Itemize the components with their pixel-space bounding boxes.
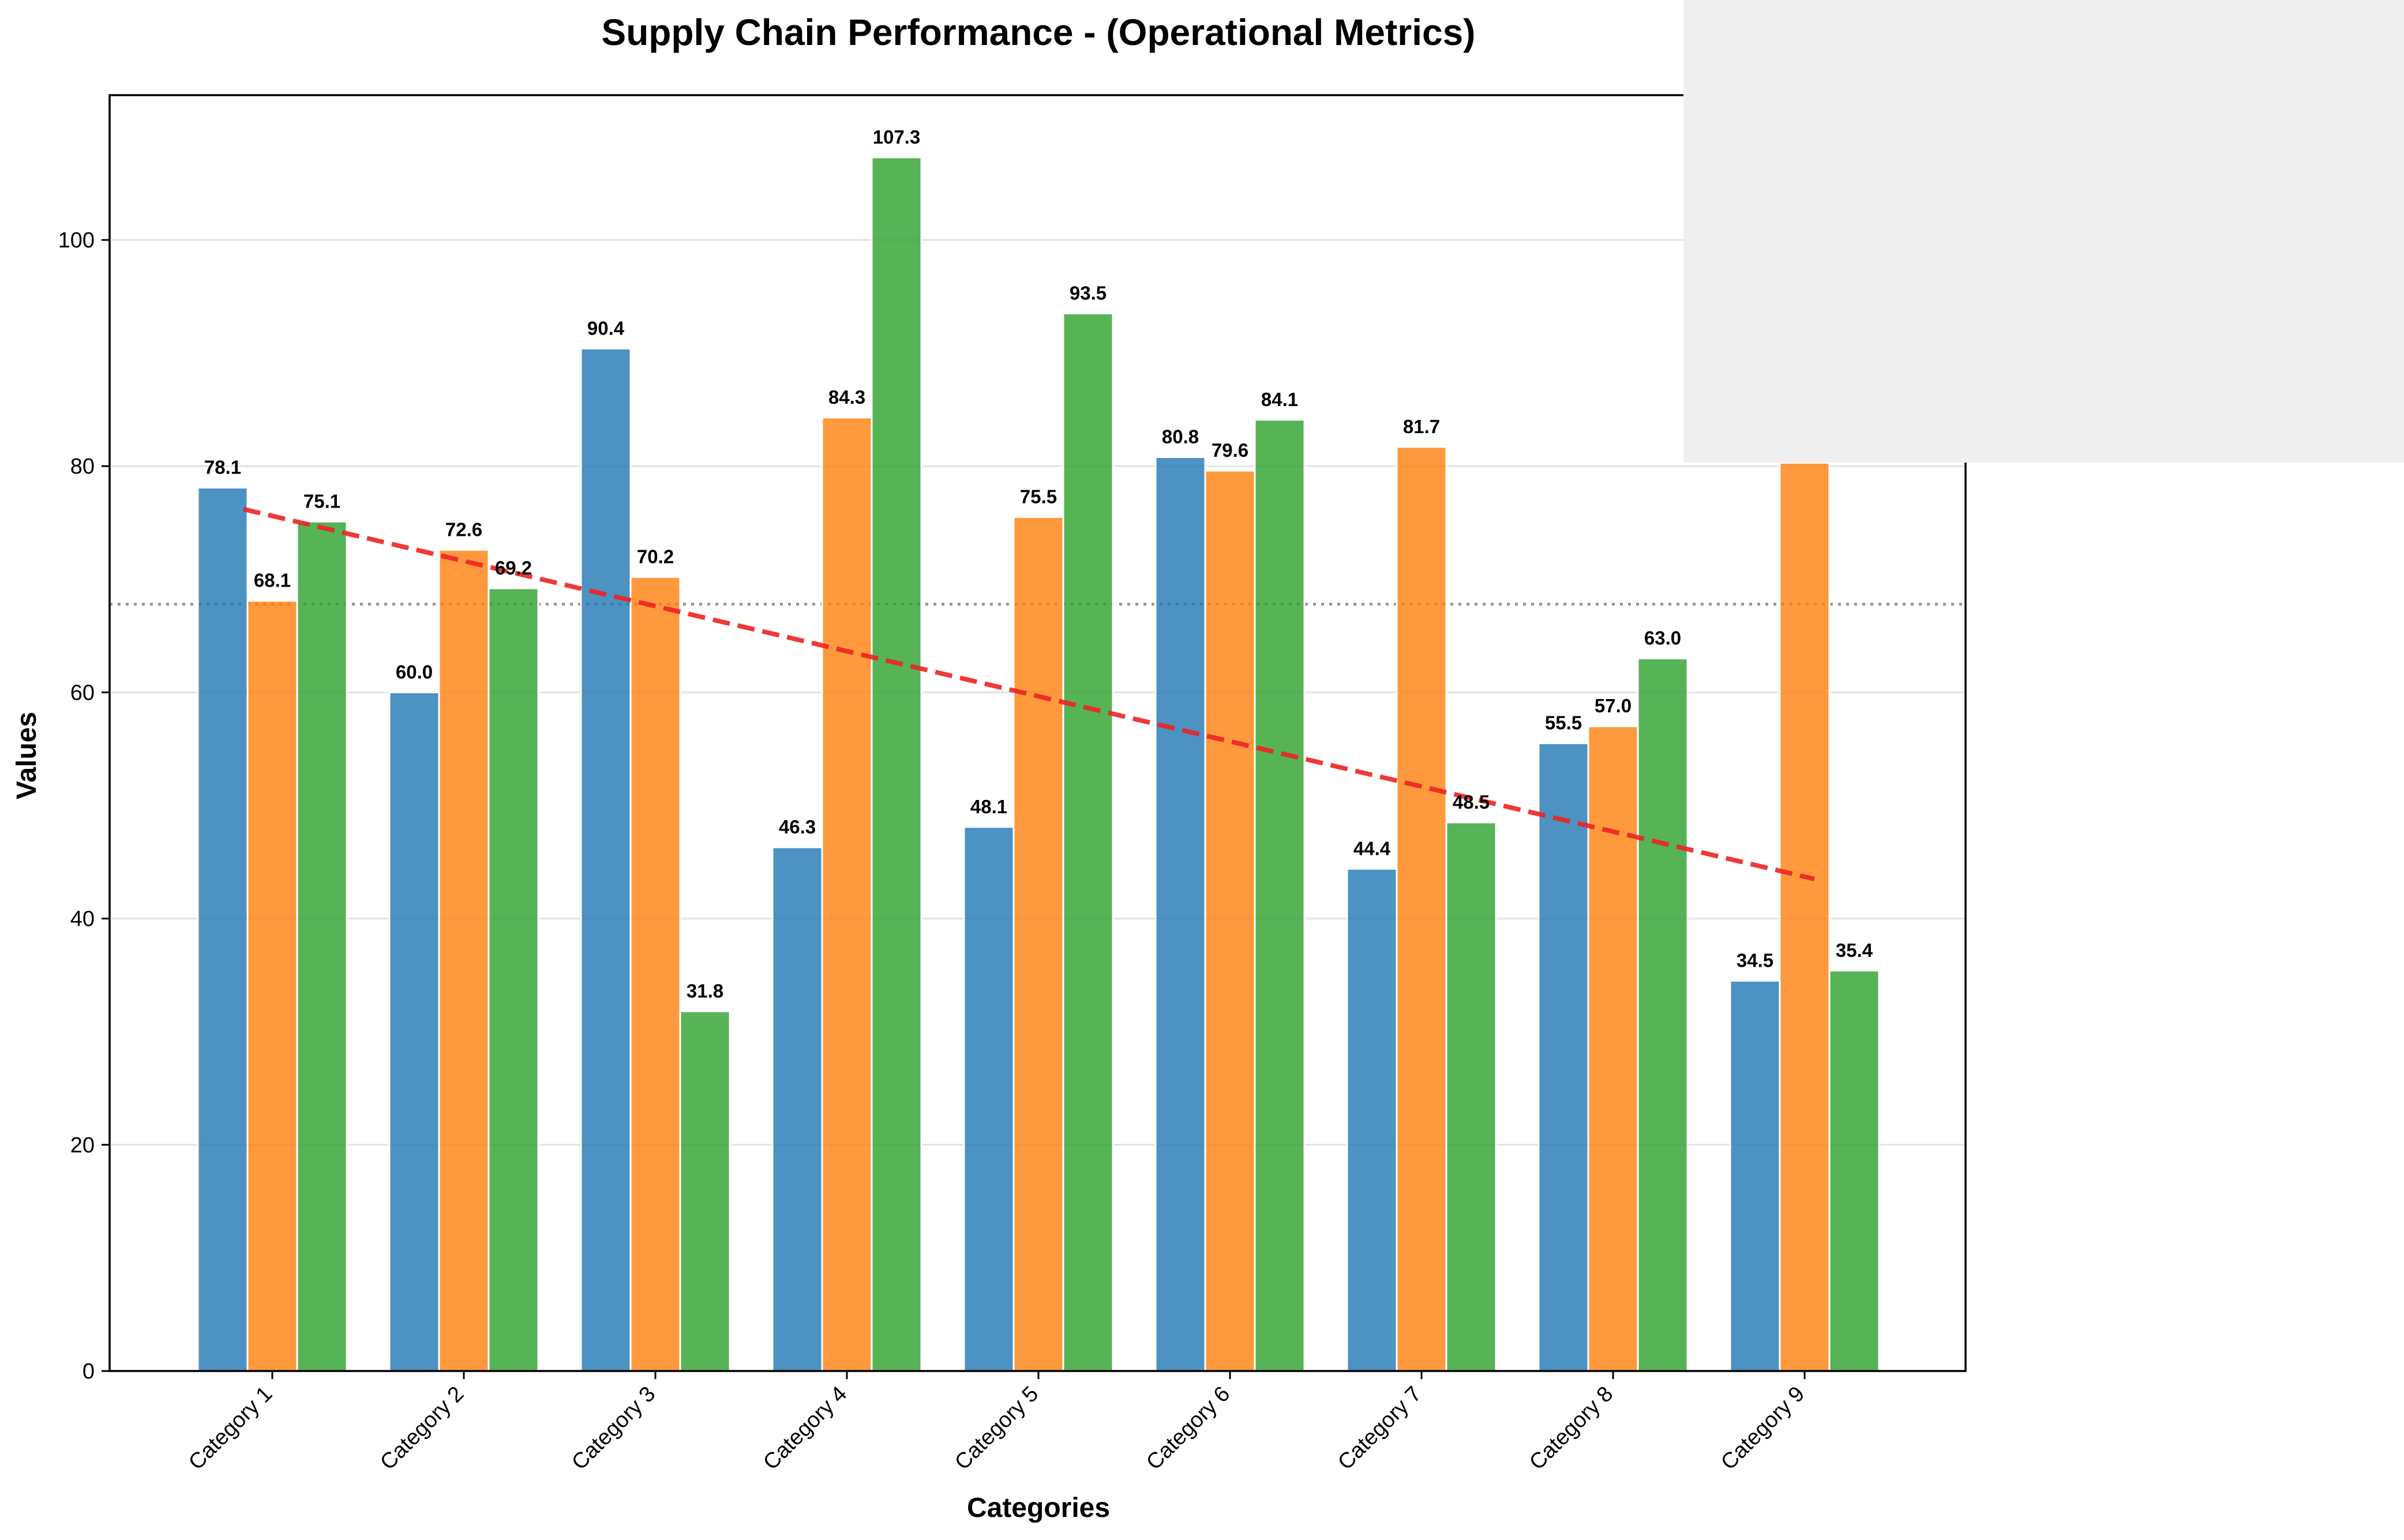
data-label: 44.4 bbox=[1353, 837, 1391, 859]
data-label: 48.5 bbox=[1453, 791, 1490, 813]
x-tick-label: Category 5 bbox=[950, 1382, 1043, 1475]
bar bbox=[1729, 979, 1781, 1372]
data-label: 84.1 bbox=[1261, 389, 1298, 410]
x-tick-label: Category 2 bbox=[376, 1382, 468, 1475]
bar bbox=[246, 600, 298, 1372]
data-label: 55.5 bbox=[1545, 712, 1582, 734]
data-label: 78.1 bbox=[204, 456, 241, 478]
data-label: 48.1 bbox=[970, 796, 1007, 817]
y-ticks: 0 20 40 60 80 100 bbox=[58, 228, 110, 1384]
data-label: 68.1 bbox=[254, 570, 291, 591]
bar bbox=[1012, 516, 1064, 1372]
bar bbox=[438, 549, 490, 1372]
bar bbox=[388, 691, 440, 1372]
data-label: 63.0 bbox=[1644, 628, 1681, 649]
data-label: 60.0 bbox=[396, 661, 433, 682]
bar bbox=[487, 587, 539, 1372]
data-label: 34.5 bbox=[1737, 949, 1773, 971]
bars bbox=[197, 156, 1880, 1372]
bar bbox=[1445, 821, 1497, 1372]
data-label: 80.8 bbox=[1162, 426, 1199, 448]
bar bbox=[771, 846, 823, 1372]
bar bbox=[1637, 658, 1689, 1372]
x-axis-label: Categories bbox=[967, 1493, 1110, 1523]
bar bbox=[296, 520, 348, 1372]
bar bbox=[1537, 742, 1589, 1372]
bar bbox=[1346, 867, 1398, 1372]
data-label: 35.4 bbox=[1836, 940, 1873, 961]
bar bbox=[1254, 419, 1306, 1372]
x-tick-label: Category 4 bbox=[759, 1382, 852, 1475]
bar bbox=[629, 576, 681, 1372]
trend-line bbox=[243, 506, 1815, 881]
bar bbox=[1779, 461, 1831, 1372]
x-tick-label: Category 7 bbox=[1333, 1382, 1426, 1475]
data-label: 75.5 bbox=[1020, 486, 1057, 507]
data-label: 70.2 bbox=[637, 546, 674, 567]
data-label: 81.7 bbox=[1403, 416, 1440, 437]
bar bbox=[1154, 456, 1206, 1372]
y-axis-label: Values bbox=[12, 712, 42, 799]
data-label: 69.2 bbox=[495, 557, 532, 579]
bar bbox=[1396, 446, 1447, 1372]
trend-line-group bbox=[243, 506, 1815, 881]
bar bbox=[963, 826, 1015, 1372]
data-label: 90.4 bbox=[587, 317, 625, 339]
overlay-panel bbox=[1683, 0, 2404, 463]
data-label: 79.6 bbox=[1212, 440, 1248, 461]
bar bbox=[1587, 725, 1639, 1372]
y-tick-label: 0 bbox=[82, 1359, 95, 1384]
bar bbox=[1204, 469, 1256, 1372]
x-tick-label: Category 1 bbox=[184, 1382, 277, 1475]
bar bbox=[871, 156, 922, 1372]
data-label: 31.8 bbox=[687, 980, 723, 1001]
x-tick-label: Category 8 bbox=[1525, 1382, 1618, 1475]
bar bbox=[197, 486, 249, 1372]
bar bbox=[1062, 312, 1114, 1372]
data-label: 57.0 bbox=[1595, 695, 1632, 716]
x-tick-label: Category 6 bbox=[1142, 1382, 1235, 1475]
data-label: 46.3 bbox=[779, 816, 816, 837]
bar bbox=[679, 1010, 731, 1372]
bar bbox=[1828, 970, 1880, 1372]
data-labels: 78.1 60.0 90.4 46.3 48.1 80.8 44.4 55.5 34.5 68.1… bbox=[204, 126, 1873, 1002]
data-label: 72.6 bbox=[445, 519, 482, 540]
y-tick-label: 100 bbox=[58, 228, 95, 253]
x-tick-label: Category 9 bbox=[1716, 1382, 1809, 1475]
data-label: 84.3 bbox=[828, 386, 865, 408]
bar bbox=[580, 347, 632, 1372]
x-tick-label: Category 3 bbox=[567, 1382, 660, 1475]
data-label: 93.5 bbox=[1070, 282, 1107, 303]
x-ticks: Category 1 Category 2 Category 3 Category 4… bbox=[184, 1371, 1809, 1475]
y-tick-label: 20 bbox=[70, 1133, 95, 1158]
y-tick-label: 80 bbox=[70, 455, 95, 479]
data-label: 107.3 bbox=[873, 126, 921, 148]
data-label: 75.1 bbox=[303, 490, 340, 512]
chart-title: Supply Chain Performance - (Operational … bbox=[602, 12, 1476, 53]
y-tick-label: 40 bbox=[70, 907, 95, 931]
bar bbox=[821, 416, 873, 1372]
y-tick-label: 60 bbox=[70, 681, 95, 705]
